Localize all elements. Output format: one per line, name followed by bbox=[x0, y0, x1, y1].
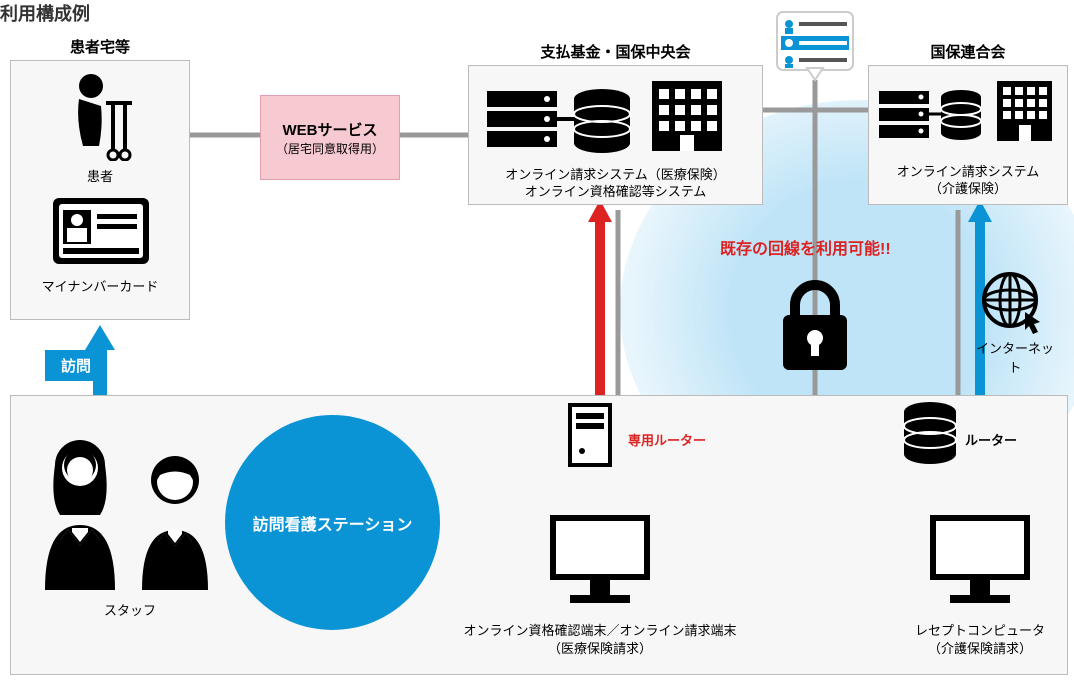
router-icon bbox=[900, 400, 960, 470]
station-circle: 訪問看護ステーション bbox=[225, 415, 440, 630]
patient-home-label: 患者宅等 bbox=[11, 36, 189, 57]
webservice-box: WEBサービス （居宅同意取得用） bbox=[260, 95, 400, 180]
kokuho-servers-icon bbox=[879, 81, 1059, 156]
staff-icon bbox=[30, 430, 230, 600]
existing-line-text: 既存の回線を利用可能!! bbox=[720, 235, 891, 259]
fund-label: 支払基金・国保中央会 bbox=[469, 41, 762, 62]
terminal1-l1: オンライン資格確認端末／オンライン請求端末 bbox=[450, 620, 750, 639]
fund-box: 支払基金・国保中央会 オンライン請求システム（医療保険） オンライン資格確認等シ… bbox=[468, 65, 763, 205]
terminal2-l1: レセプトコンピュータ bbox=[860, 620, 1074, 639]
terminal2-l2: （介護保険請求） bbox=[860, 638, 1074, 657]
staff-label: スタッフ bbox=[30, 600, 230, 619]
lock-icon bbox=[775, 280, 855, 375]
terminal1-l2: （医療保険請求） bbox=[450, 638, 750, 657]
globe-icon bbox=[980, 270, 1045, 335]
router-dedicated-label: 専用ルーター bbox=[628, 430, 706, 449]
fund-servers-icon bbox=[487, 81, 747, 161]
patient-icon bbox=[61, 71, 141, 161]
terminal1-icon bbox=[540, 510, 660, 610]
mynumber-label: マイナンバーカード bbox=[11, 276, 189, 295]
terminal2-icon bbox=[920, 510, 1040, 610]
webservice-title: WEBサービス bbox=[283, 119, 378, 140]
patient-home-box: 患者宅等 患者 マイナンバーカード bbox=[10, 60, 190, 320]
visit-badge: 訪問 bbox=[45, 350, 107, 381]
webservice-sub: （居宅同意取得用） bbox=[276, 140, 384, 157]
mynumber-card-icon bbox=[51, 196, 151, 266]
usage-diagram: 利用構成例 患者宅等 患者 bbox=[0, 0, 1074, 680]
station-circle-label: 訪問看護ステーション bbox=[253, 511, 413, 535]
kokuho-box: 国保連合会 オンライン請求システム （介護保険） bbox=[868, 65, 1068, 205]
kokuho-label: 国保連合会 bbox=[869, 41, 1067, 62]
fund-sys2: オンライン資格確認等システム bbox=[469, 181, 762, 200]
internet-label: インターネット bbox=[970, 338, 1060, 376]
router-label: ルーター bbox=[965, 430, 1017, 449]
registry-icon bbox=[775, 10, 855, 90]
patient-label: 患者 bbox=[11, 166, 189, 185]
router-dedicated-icon bbox=[560, 395, 620, 475]
kokuho-sys2: （介護保険） bbox=[869, 178, 1067, 197]
